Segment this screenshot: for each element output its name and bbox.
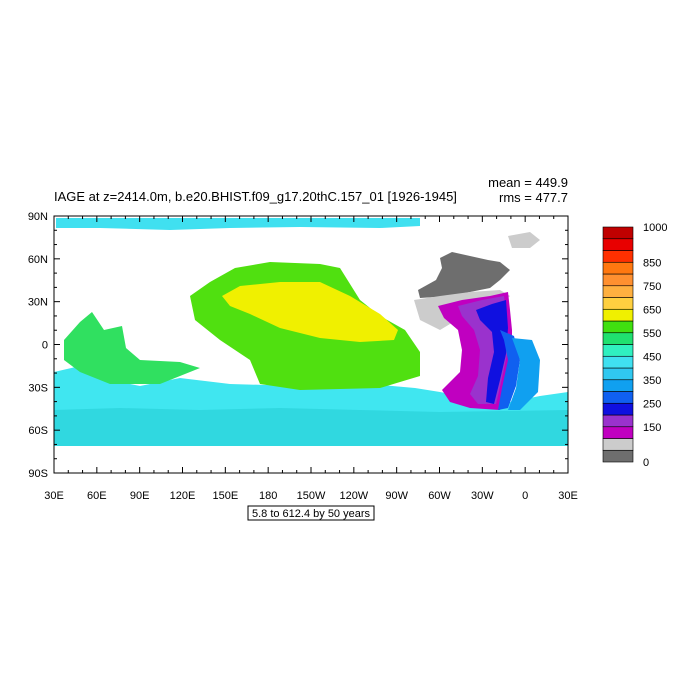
longitude-labels: 30E 60E 90E 120E 150E 180 150W 120W 90W 60W 30W 0 30… [44,490,578,502]
longitude-tick-label: 150W [297,490,326,502]
map-ticks [53,215,569,474]
colorbar-label: 450 [643,351,661,363]
colorbar [602,226,634,463]
latitude-tick-label: 30N [28,297,48,309]
colorbar-label: 0 [643,457,649,469]
longitude-tick-label: 150E [212,490,238,502]
longitude-tick-label: 90W [385,490,408,502]
colorbar-swatch [602,332,634,345]
longitude-tick-label: 30E [44,490,64,502]
colorbar-swatch [602,391,634,404]
contour-note-text: 5.8 to 612.4 by 50 years [252,508,371,520]
mean-stat: mean = 449.9 [488,175,568,190]
colorbar-swatch [602,449,634,463]
colorbar-swatch [602,285,634,298]
colorbar-label: 250 [643,398,661,410]
colorbar-label: 350 [643,375,661,387]
colorbar-labels: 1000 850 750 650 550 450 350 250 150 0 [643,222,667,469]
colorbar-label: 750 [643,281,661,293]
greenland-cap [508,232,540,248]
latitude-tick-label: 30S [28,382,48,394]
latitude-labels: 90N 60N 30N 0 30S 60S 90S [28,211,48,480]
rms-stat: rms = 477.7 [499,190,568,205]
longitude-tick-label: 120W [339,490,368,502]
colorbar-swatch [602,297,634,310]
latitude-tick-label: 90S [28,468,48,480]
contour-note: 5.8 to 612.4 by 50 years [247,505,375,521]
longitude-tick-label: 90E [130,490,150,502]
colorbar-swatch [602,226,634,240]
longitude-tick-label: 30E [558,490,578,502]
colorbar-swatch [602,438,634,451]
atlantic-gray-field [418,252,510,298]
colorbar-swatch [602,426,634,439]
colorbar-swatch [602,367,634,381]
colorbar-swatch [602,344,634,357]
colorbar-swatch [602,250,634,263]
colorbar-label: 1000 [643,222,667,234]
atlantic-blue-field [476,300,508,404]
pacific-yellow-core [222,282,398,342]
longitude-tick-label: 120E [170,490,196,502]
latitude-tick-label: 0 [42,340,48,352]
map-plot-area [54,216,568,473]
southern-ocean-band [54,408,568,446]
latitude-tick-label: 90N [28,211,48,223]
atlantic-midblue-field [498,330,520,410]
longitude-tick-label: 0 [522,490,528,502]
colorbar-swatch [602,379,634,392]
colorbar-swatch [602,402,634,416]
colorbar-label: 850 [643,257,661,269]
colorbar-swatch [602,261,634,275]
figure-title: IAGE at z=2414.0m, b.e20.BHIST.f09_g17.2… [54,189,457,204]
latitude-tick-label: 60N [28,254,48,266]
latitude-tick-label: 60S [28,425,48,437]
indian-ocean-field [64,312,200,384]
colorbar-swatch [602,355,634,369]
longitude-tick-label: 180 [259,490,277,502]
longitude-tick-label: 30W [471,490,494,502]
colorbar-swatch [602,320,634,334]
colorbar-swatch [602,414,634,428]
colorbar-label: 550 [643,328,661,340]
atlantic-sky-field [508,338,540,410]
colorbar-swatch [602,238,634,251]
colorbar-label: 650 [643,304,661,316]
arctic-ocean-field [56,218,420,230]
colorbar-swatch [602,308,634,322]
colorbar-label: 150 [643,422,661,434]
longitude-tick-label: 60E [87,490,107,502]
longitude-tick-label: 60W [428,490,451,502]
colorbar-swatch [602,273,634,287]
